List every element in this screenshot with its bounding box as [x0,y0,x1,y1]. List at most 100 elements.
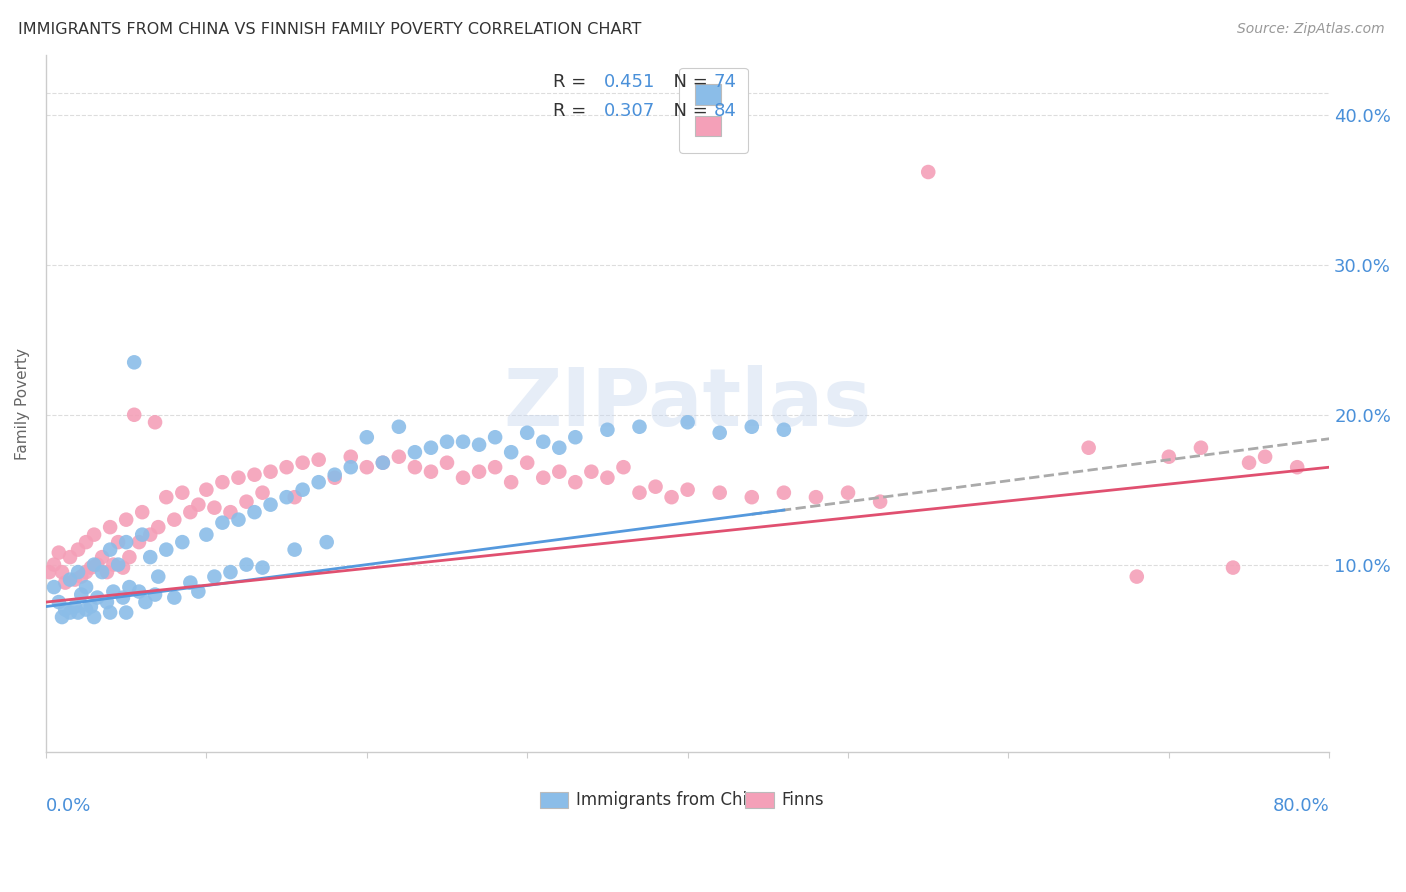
Point [172,485,194,500]
Point [501,445,523,459]
Point [228,513,250,527]
Point [323,467,346,482]
Point [284,490,307,504]
Point [869,494,891,508]
Point [308,475,330,490]
Point [103,584,125,599]
FancyBboxPatch shape [540,792,568,807]
Point [187,498,209,512]
Point [187,584,209,599]
Text: 84: 84 [713,102,737,120]
Point [80,599,103,614]
Point [83,610,105,624]
Point [107,558,129,572]
Text: 0.451: 0.451 [605,72,655,91]
Text: 0.0%: 0.0% [46,797,91,815]
Text: IMMIGRANTS FROM CHINA VS FINNISH FAMILY POVERTY CORRELATION CHART: IMMIGRANTS FROM CHINA VS FINNISH FAMILY … [18,22,641,37]
Point [628,485,651,500]
Point [163,591,186,605]
Point [139,550,162,565]
Point [276,460,298,475]
Point [243,467,266,482]
Point [83,558,105,572]
Point [548,441,571,455]
Point [243,505,266,519]
Y-axis label: Family Poverty: Family Poverty [15,348,30,459]
Point [118,550,141,565]
Point [67,542,90,557]
Point [63,573,86,587]
Point [96,565,118,579]
Point [709,485,731,500]
Point [1237,456,1260,470]
Point [468,465,491,479]
Text: Source: ZipAtlas.com: Source: ZipAtlas.com [1237,22,1385,37]
Point [436,456,458,470]
Point [252,485,274,500]
Point [564,430,586,444]
Point [115,535,138,549]
Point [581,465,603,479]
Point [98,606,121,620]
Point [356,430,378,444]
Point [628,419,651,434]
Point [1077,441,1099,455]
Point [276,490,298,504]
Point [98,520,121,534]
Point [315,535,337,549]
Point [219,505,242,519]
Point [53,575,76,590]
Point [75,535,97,549]
Point [308,452,330,467]
Point [741,419,763,434]
Point [420,441,443,455]
Point [202,500,225,515]
Point [773,485,796,500]
Point [75,565,97,579]
Text: 0.307: 0.307 [605,102,655,120]
Point [67,565,90,579]
Point [804,490,827,504]
Text: 80.0%: 80.0% [1272,797,1329,815]
Point [53,602,76,616]
Text: R =: R = [553,102,592,120]
Point [195,483,218,497]
Point [773,423,796,437]
Point [115,513,138,527]
Point [143,588,166,602]
Point [548,465,571,479]
Point [676,415,699,429]
Point [1126,569,1149,583]
Point [564,475,586,490]
Point [179,575,201,590]
Point [451,471,474,485]
Point [134,595,156,609]
Point [644,480,666,494]
Point [420,465,443,479]
Point [51,565,73,579]
FancyBboxPatch shape [745,792,773,807]
Point [219,565,242,579]
Point [388,450,411,464]
Text: N =: N = [662,72,713,91]
Text: Immigrants from China: Immigrants from China [576,791,768,809]
Point [741,490,763,504]
Text: Finns: Finns [782,791,824,809]
Point [676,483,699,497]
Point [917,165,939,179]
Point [139,527,162,541]
Point [70,588,93,602]
Point [122,355,145,369]
Point [42,580,65,594]
Point [235,558,257,572]
Point [252,560,274,574]
Point [172,535,194,549]
Point [75,580,97,594]
Point [388,419,411,434]
Point [596,471,619,485]
Point [42,558,65,572]
Point [339,460,361,475]
Point [128,584,150,599]
Point [323,471,346,485]
Text: N =: N = [662,102,713,120]
